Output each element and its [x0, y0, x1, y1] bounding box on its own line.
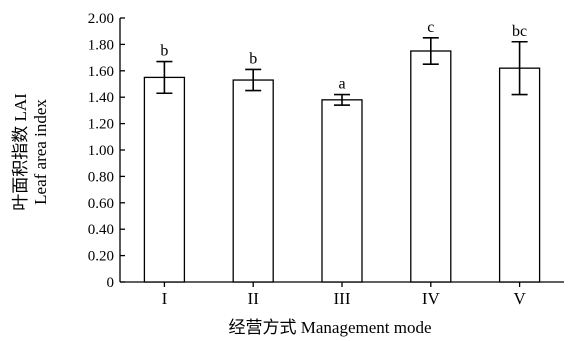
significance-label-2: b — [249, 50, 257, 67]
bar-5 — [498, 67, 541, 283]
bar-4 — [410, 50, 452, 283]
y-axis-title: 叶面积指数 LAI Leaf area index — [11, 93, 50, 211]
y-tick-label: 0 — [107, 275, 115, 291]
x-tick-label-3: III — [334, 289, 351, 308]
y-tick-label: 0.20 — [88, 249, 114, 265]
x-axis-ticks: I II III IV V — [162, 282, 526, 308]
y-tick-label: 1.60 — [88, 64, 114, 80]
y-tick-label: 1.00 — [88, 143, 114, 159]
y-tick-label: 2.00 — [88, 11, 114, 27]
bar-1 — [143, 76, 186, 283]
y-tick-label: 1.20 — [88, 117, 114, 133]
x-axis-title: 经营方式 Management mode — [228, 318, 431, 337]
y-axis-ticks: 0 0.20 0.40 0.60 0.80 1.00 1.20 1.40 1.60 1.80 2.0… — [88, 11, 125, 291]
significance-label-1: b — [160, 43, 168, 60]
x-tick-label-1: I — [162, 289, 168, 308]
y-tick-label: 1.40 — [88, 90, 114, 106]
y-tick-label: 0.40 — [88, 222, 114, 238]
x-tick-label-2: II — [248, 289, 260, 308]
significance-label-5: bc — [512, 23, 527, 40]
significance-label-3: a — [338, 76, 345, 93]
y-tick-label: 0.60 — [88, 196, 114, 212]
y-tick-label: 0.80 — [88, 169, 114, 185]
y-axis-title-line2: Leaf area index — [31, 99, 50, 205]
y-tick-label: 1.80 — [88, 37, 114, 53]
bar-2 — [232, 79, 274, 283]
x-tick-label-4: IV — [422, 289, 441, 308]
bars-group: b b a c bc — [143, 19, 541, 283]
y-axis-title-line1: 叶面积指数 LAI — [11, 93, 30, 211]
bar-3 — [321, 99, 363, 283]
significance-label-4: c — [427, 19, 434, 36]
x-tick-label-5: V — [513, 289, 526, 308]
